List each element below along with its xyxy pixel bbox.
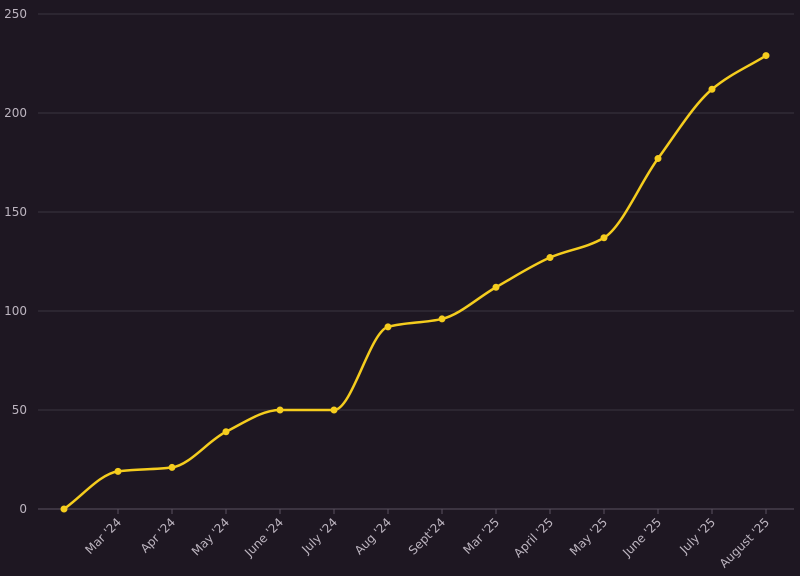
x-tick-label: Aug '24 — [352, 515, 394, 557]
x-axis-ticks: Mar '24 Apr '24 May '24 June '24 July '24 Aug… — [82, 509, 772, 571]
y-tick-label: 100 — [4, 304, 27, 318]
x-tick-label: June '25 — [619, 515, 664, 560]
data-point — [60, 505, 68, 513]
y-axis-ticks: 0 50 100 150 200 250 — [4, 7, 27, 516]
x-tick-label: Sept'24 — [406, 515, 448, 557]
y-tick-label: 250 — [4, 7, 27, 21]
data-point — [492, 283, 500, 291]
series-line — [63, 54, 767, 511]
data-point — [330, 406, 338, 414]
points-layer — [60, 52, 770, 513]
data-point — [276, 406, 284, 414]
x-tick-label: April '25 — [511, 515, 556, 560]
data-point — [600, 234, 608, 242]
data-point — [438, 315, 446, 323]
x-tick-label: May '25 — [567, 515, 610, 558]
data-point — [222, 428, 230, 436]
x-tick-label: July '25 — [676, 515, 718, 557]
data-point — [168, 463, 176, 471]
x-tick-label: Mar '25 — [460, 515, 502, 557]
y-tick-label: 0 — [19, 502, 27, 516]
x-tick-label: May '24 — [189, 515, 232, 558]
data-point — [654, 155, 662, 163]
x-tick-label: July '24 — [298, 515, 340, 557]
gridlines — [38, 13, 794, 510]
x-tick-label: August '25 — [717, 515, 772, 570]
data-point — [384, 323, 392, 331]
data-point — [762, 52, 770, 60]
data-point — [114, 467, 122, 475]
x-tick-label: June '24 — [241, 515, 286, 560]
y-tick-label: 150 — [4, 205, 27, 219]
data-point — [546, 254, 554, 262]
y-tick-label: 200 — [4, 106, 27, 120]
x-tick-label: Apr '24 — [138, 515, 178, 555]
data-point — [708, 85, 716, 93]
y-tick-label: 50 — [12, 403, 27, 417]
series-layer — [63, 54, 767, 511]
x-tick-label: Mar '24 — [82, 515, 124, 557]
